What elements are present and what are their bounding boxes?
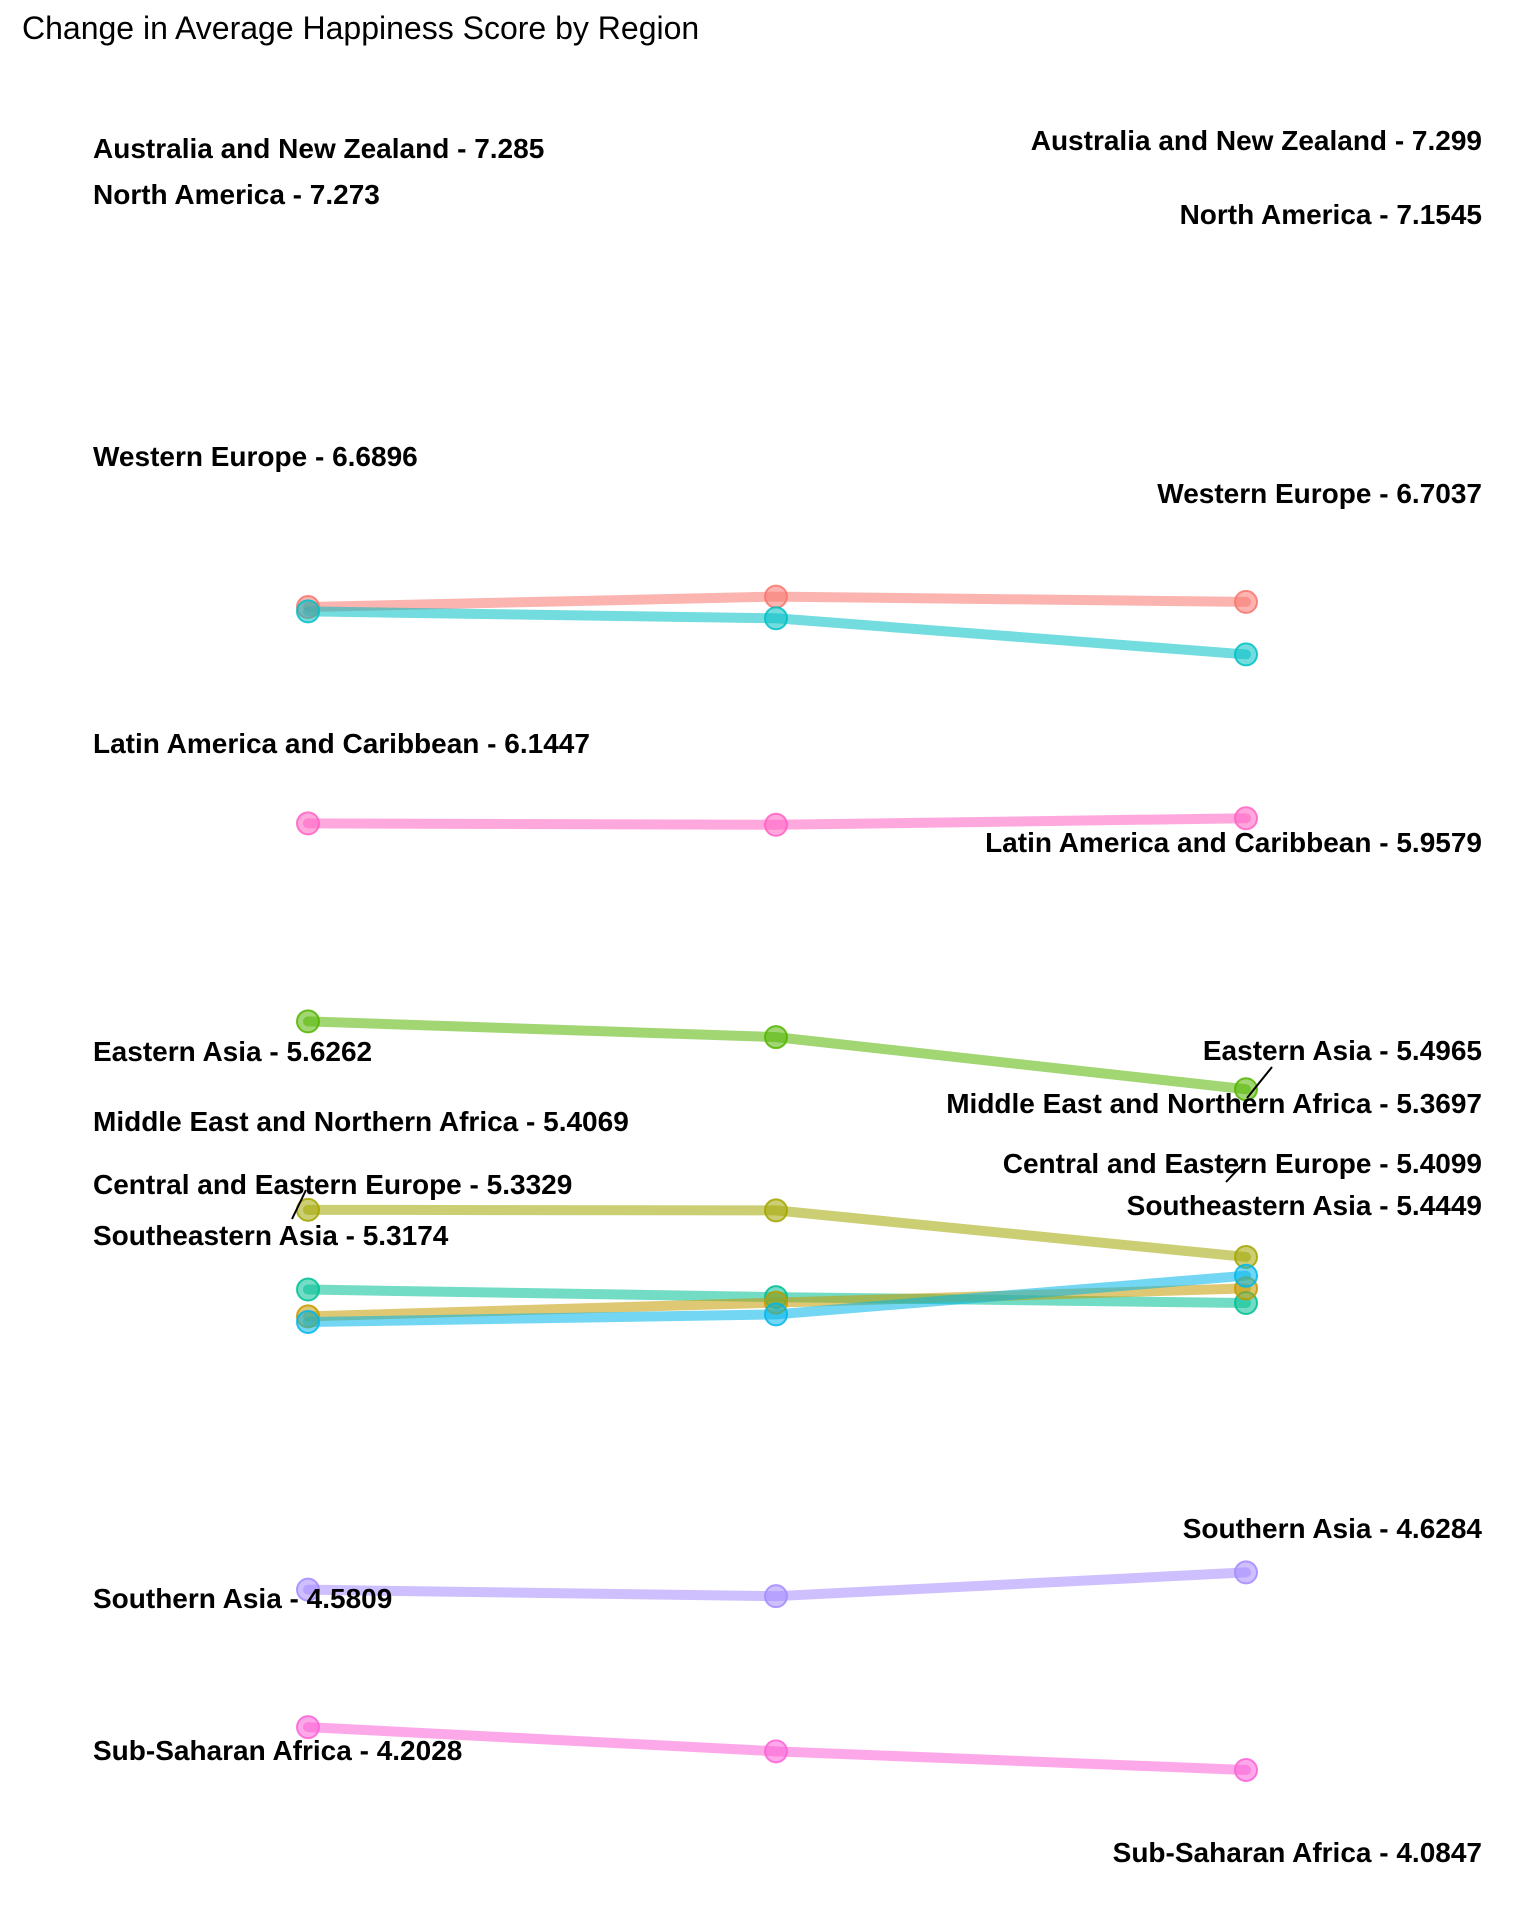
data-point-australia-and-new-zealand-1	[764, 584, 788, 609]
right-label-sub-saharan-africa: Sub-Saharan Africa - 4.0847	[1113, 1837, 1482, 1868]
data-point-southern-asia-2	[1234, 1560, 1258, 1585]
right-label-latin-america-and-caribbean: Latin America and Caribbean - 5.9579	[985, 827, 1482, 858]
data-point-western-europe-0	[296, 811, 320, 836]
data-point-latin-america-and-caribbean-0	[296, 1009, 320, 1034]
left-label-southeastern-asia: Southeastern Asia - 5.3174	[93, 1220, 449, 1251]
data-point-western-europe-1	[764, 812, 788, 837]
right-label-southern-asia: Southern Asia - 4.6284	[1183, 1513, 1483, 1544]
right-label-western-europe: Western Europe - 6.7037	[1157, 478, 1482, 509]
data-point-north-america-1	[764, 606, 788, 631]
data-point-southern-asia-0	[296, 1577, 320, 1602]
data-point-north-america-2	[1234, 642, 1258, 667]
right-leader-eastern-asia	[1246, 1066, 1273, 1099]
right-label-australia-and-new-zealand: Australia and New Zealand - 7.299	[1031, 125, 1482, 156]
data-point-southeastern-asia-2	[1234, 1263, 1258, 1288]
left-leader-southeastern-asia	[291, 1189, 307, 1220]
left-label-eastern-asia: Eastern Asia - 5.6262	[93, 1036, 372, 1067]
left-label-western-europe: Western Europe - 6.6896	[93, 441, 418, 472]
data-point-southeastern-asia-1	[764, 1302, 788, 1327]
right-label-middle-east-and-northern-africa: Middle East and Northern Africa - 5.3697	[946, 1088, 1482, 1119]
data-point-latin-america-and-caribbean-1	[764, 1025, 788, 1050]
data-point-sub-saharan-africa-1	[764, 1739, 788, 1764]
right-label-eastern-asia: Eastern Asia - 5.4965	[1203, 1035, 1482, 1066]
data-point-latin-america-and-caribbean-2	[1234, 1077, 1258, 1102]
left-label-sub-saharan-africa: Sub-Saharan Africa - 4.2028	[93, 1735, 462, 1766]
left-label-southern-asia: Southern Asia - 4.5809	[93, 1583, 392, 1614]
data-point-australia-and-new-zealand-2	[1234, 589, 1258, 614]
right-label-southeastern-asia: Southeastern Asia - 5.4449	[1127, 1190, 1482, 1221]
series-points	[296, 584, 1258, 1782]
right-label-central-and-eastern-europe: Central and Eastern Europe - 5.4099	[1003, 1148, 1482, 1179]
left-label-middle-east-and-northern-africa: Middle East and Northern Africa - 5.4069	[93, 1106, 629, 1137]
data-point-western-europe-2	[1234, 806, 1258, 831]
right-label-north-america: North America - 7.1545	[1180, 199, 1482, 230]
left-label-latin-america-and-caribbean: Latin America and Caribbean - 6.1447	[93, 728, 590, 759]
left-label-australia-and-new-zealand: Australia and New Zealand - 7.285	[93, 133, 544, 164]
data-point-north-america-0	[296, 599, 320, 624]
data-point-southeastern-asia-0	[296, 1310, 320, 1335]
data-point-southern-asia-1	[764, 1584, 788, 1609]
right-leader-middle-east-and-northern-africa	[1225, 1163, 1244, 1183]
left-label-north-america: North America - 7.273	[93, 179, 380, 210]
data-point-eastern-asia-1	[764, 1198, 788, 1223]
data-point-sub-saharan-africa-2	[1234, 1758, 1258, 1782]
data-point-sub-saharan-africa-0	[296, 1715, 320, 1740]
left-label-central-and-eastern-europe: Central and Eastern Europe - 5.3329	[93, 1169, 572, 1200]
data-point-middle-east-and-northern-africa-0	[296, 1277, 320, 1302]
chart-title: Change in Average Happiness Score by Reg…	[22, 10, 699, 46]
series-labels: Australia and New Zealand - 7.285 Austral…	[93, 125, 1482, 1868]
label-leaders	[291, 1066, 1273, 1220]
